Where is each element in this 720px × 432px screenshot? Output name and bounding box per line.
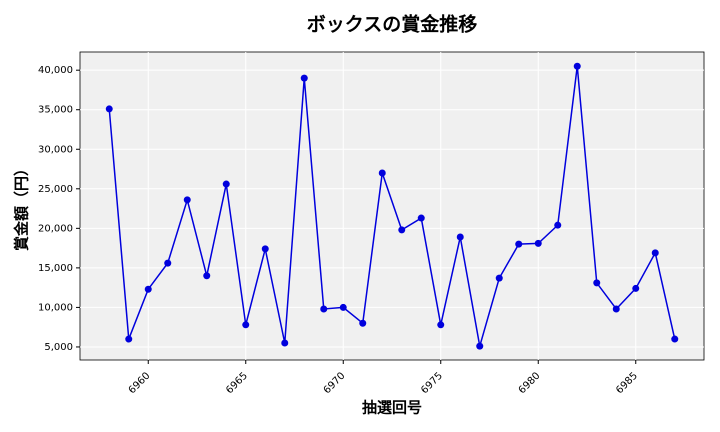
point [320, 305, 328, 313]
y-tick-label: 25,000 [38, 184, 73, 195]
point [105, 105, 113, 113]
point [164, 259, 172, 267]
point [242, 321, 250, 329]
x-tick-label: 6960 [127, 370, 153, 396]
point [534, 239, 542, 247]
point [339, 303, 347, 311]
point [417, 214, 425, 222]
point [612, 305, 620, 313]
line [108, 66, 676, 347]
point [222, 180, 230, 188]
point [203, 272, 211, 280]
y-tick-label: 40,000 [38, 65, 73, 76]
y-tick-label: 30,000 [38, 144, 73, 155]
x-tick-label: 6985 [614, 370, 640, 396]
y-tick-label: 35,000 [38, 105, 73, 116]
point [125, 335, 133, 343]
x-tick-label: 6980 [517, 370, 543, 396]
chart-title: ボックスの賞金推移 [307, 13, 477, 36]
plot-area [79, 51, 705, 361]
y-axis-label: 賞金額（円） [13, 161, 31, 251]
point [573, 62, 581, 70]
x-tick-label: 6975 [419, 370, 445, 396]
point [554, 221, 562, 229]
point [495, 274, 503, 282]
point [476, 342, 484, 350]
point [261, 245, 269, 253]
point [437, 321, 445, 329]
x-axis-label: 抽選回号 [362, 399, 422, 417]
x-tick-label: 6970 [322, 370, 348, 396]
point [183, 196, 191, 204]
y-tick-label: 20,000 [38, 223, 73, 234]
point [593, 279, 601, 287]
point [300, 74, 308, 82]
point [281, 339, 289, 347]
x-tick-label: 6965 [224, 370, 250, 396]
y-tick-label: 15,000 [38, 263, 73, 274]
point [515, 240, 523, 248]
point [359, 319, 367, 327]
point [456, 233, 464, 241]
point [671, 335, 679, 343]
point [651, 249, 659, 257]
point [378, 169, 386, 177]
y-tick-label: 10,000 [38, 302, 73, 313]
y-tick-label: 5,000 [44, 342, 73, 353]
point [398, 226, 406, 234]
point [632, 284, 640, 292]
point [144, 285, 152, 293]
